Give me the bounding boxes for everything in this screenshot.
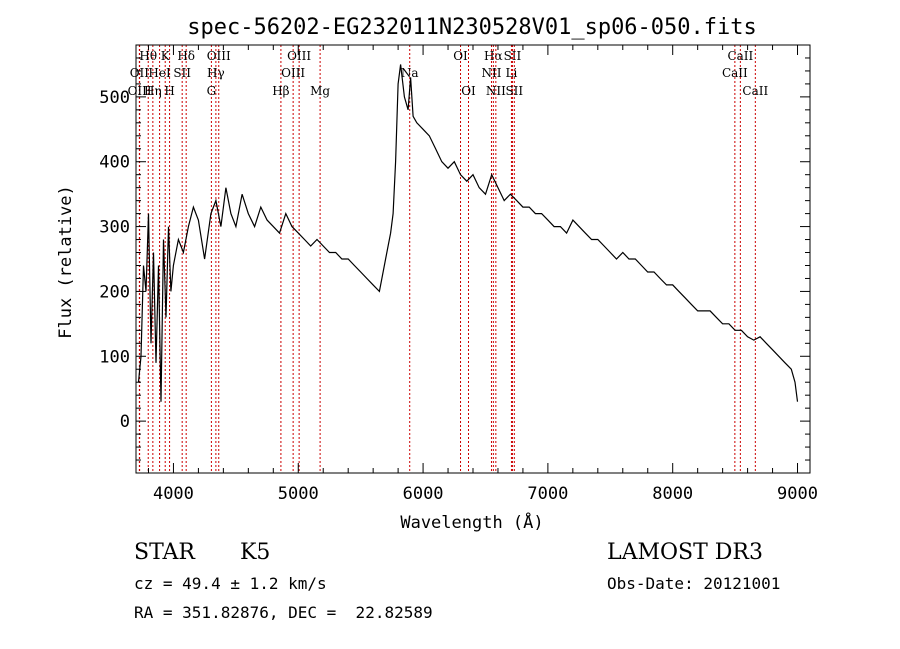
chart-title: spec-56202-EG232011N230528V01_sp06-050.f… [187,15,757,40]
survey-name: LAMOST DR3 [607,540,763,565]
line-marker-label: OIII [207,49,231,63]
y-tick-label: 100 [99,347,130,367]
x-tick-label: 6000 [403,484,444,504]
line-marker-label: OIII [287,49,311,63]
line-marker-label: SII [173,66,191,80]
line-marker-label: Hβ [272,84,289,98]
x-tick-label: 8000 [652,484,693,504]
line-marker-label: OIII [281,66,305,80]
line-marker-label: G [207,84,217,98]
line-marker-label: SII [505,84,523,98]
line-marker-label: OIII [128,84,152,98]
line-marker-label: Hθ [139,49,157,63]
x-tick-label: 4000 [153,484,194,504]
x-tick-label: 5000 [278,484,319,504]
line-marker-label: HeI [148,66,171,80]
x-tick-label: 9000 [777,484,818,504]
y-tick-label: 0 [120,412,130,432]
redshift-cz: cz = 49.4 ± 1.2 km/s [134,574,327,593]
y-tick-label: 400 [99,153,130,173]
y-tick-label: 300 [99,218,130,238]
line-marker-label: Hα [484,49,503,63]
y-axis-label: Flux (relative) [56,185,76,339]
line-marker-label: Hη [144,84,162,98]
line-marker-label: CaII [727,49,753,63]
x-axis-label: Wavelength (Å) [400,511,543,533]
plot-frame [135,44,811,474]
line-marker-label: OI [453,49,468,63]
line-marker-label: CaII [722,66,748,80]
line-marker-label: H [164,84,174,98]
line-marker-label: K [161,49,171,63]
x-tick-label: 7000 [527,484,568,504]
line-marker-label: Li [506,66,518,80]
line-marker-label: OI [461,84,476,98]
line-marker-label: Na [401,66,419,80]
object-subclass: K5 [240,540,271,565]
obs-date: Obs-Date: 20121001 [607,574,781,593]
line-marker-label: SII [504,49,522,63]
ra-dec: RA = 351.82876, DEC = 22.82589 [134,603,433,622]
line-marker-label: Hδ [177,49,195,63]
line-marker-label: Hγ [207,66,225,80]
line-marker-label: CaII [742,84,768,98]
line-marker-label: NII [486,84,506,98]
line-marker-label: NII [481,66,501,80]
y-tick-label: 500 [99,88,130,108]
y-tick-label: 200 [99,282,130,302]
spectrum-line [137,64,799,402]
object-class: STAR [134,540,195,565]
line-marker-label: Mg [310,84,330,98]
